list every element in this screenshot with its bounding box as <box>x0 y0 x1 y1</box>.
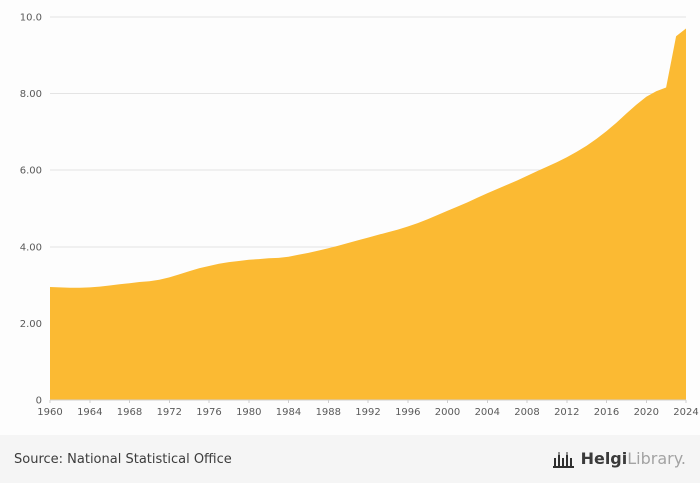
helgilibrary-brand[interactable]: HelgiLibrary. <box>552 451 686 468</box>
x-axis-tick-label: 1992 <box>355 407 380 418</box>
x-axis-tick-label: 1984 <box>276 407 301 418</box>
x-axis-tick-label: 2004 <box>475 407 500 418</box>
footer: Source: National Statistical Office Helg… <box>0 435 700 483</box>
brand-name-bold: Helgi <box>580 449 628 468</box>
x-axis-tick-label: 1996 <box>395 407 420 418</box>
area-chart: 0 2.00 4.00 6.00 8.00 10.0 1960 1964 1968 1972 197… <box>20 13 699 419</box>
x-axis-tick-label: 2016 <box>594 407 619 418</box>
x-axis-tick-label: 1968 <box>117 407 142 418</box>
y-axis-tick-label: 4.00 <box>20 242 42 253</box>
x-axis-tick-label: 1980 <box>236 407 261 418</box>
area-series <box>50 28 686 400</box>
brand-name-light: Library. <box>627 449 686 468</box>
chart-section: 0 2.00 4.00 6.00 8.00 10.0 1960 1964 1968 1972 197… <box>19 12 699 419</box>
y-axis-tick-label: 8.00 <box>20 89 42 100</box>
x-axis-tick-label: 2012 <box>554 407 579 418</box>
y-axis-tick-label: 10.0 <box>20 13 42 24</box>
brand-text: HelgiLibrary. <box>581 451 686 467</box>
x-axis-tick-label: 1988 <box>316 407 341 418</box>
x-axis-tick-label: 2000 <box>435 407 460 418</box>
source-text: Source: National Statistical Office <box>14 451 232 467</box>
x-axis-tick-label: 1964 <box>77 407 102 418</box>
x-axis-tick-label: 2020 <box>634 407 659 418</box>
x-axis-tick-label: 1972 <box>157 407 182 418</box>
x-axis-tick-label: 2024 <box>673 407 698 418</box>
x-axis-tick-label: 2008 <box>514 407 539 418</box>
x-axis-tick-label: 1976 <box>196 407 221 418</box>
x-axis-tick-label: 1960 <box>37 407 62 418</box>
y-axis-tick-label: 0 <box>36 396 42 407</box>
y-axis-tick-label: 2.00 <box>20 319 42 330</box>
helgi-logo-icon <box>552 451 574 468</box>
y-axis-tick-label: 6.00 <box>20 166 42 177</box>
